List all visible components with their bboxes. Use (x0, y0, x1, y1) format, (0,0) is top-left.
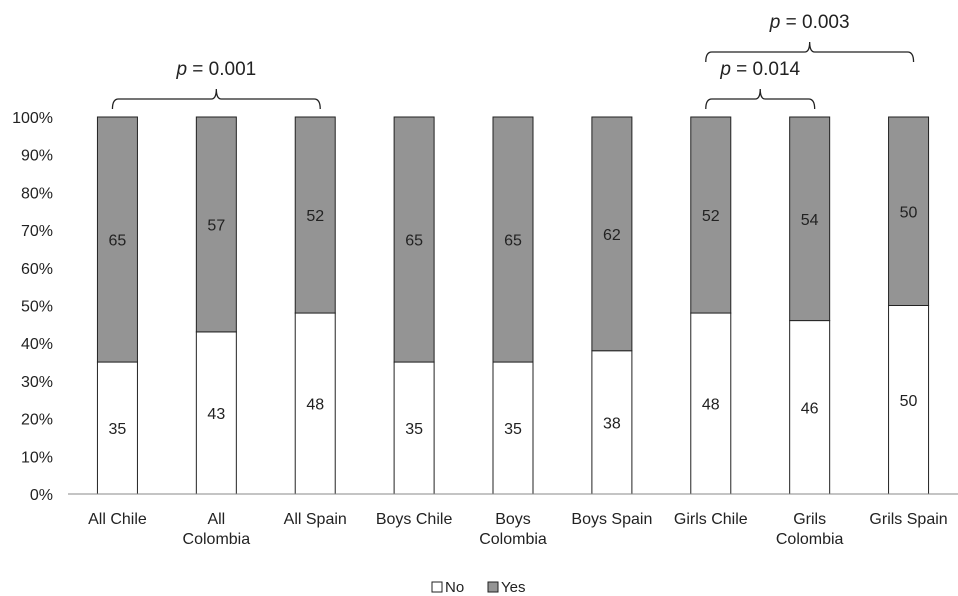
y-tick-label: 90% (21, 148, 53, 165)
p-value-label: p = 0.014 (719, 59, 800, 80)
bar-segment-yes (294, 116, 336, 314)
category-label: Girls Chile (674, 511, 748, 528)
bar-segment-yes (591, 116, 633, 352)
data-label: 48 (306, 397, 324, 414)
data-label: 35 (504, 421, 522, 438)
category-label: Boys Colombia (479, 511, 547, 548)
significance-annotations: p = 0.001 p = 0.014 p = 0.003 (111, 12, 915, 110)
legend-swatch-yes (487, 581, 499, 593)
category-label: All Spain (284, 511, 347, 528)
legend-label-no: No (445, 579, 464, 596)
data-label: 43 (207, 406, 225, 423)
category-label: Boys Chile (376, 511, 453, 528)
category-label: Grils Colombia (776, 511, 844, 548)
significance-bracket (705, 88, 816, 110)
legend-label-yes: Yes (501, 579, 525, 596)
data-label: 65 (504, 233, 522, 250)
y-tick-label: 70% (21, 223, 53, 240)
bar-segment-yes (789, 116, 831, 322)
y-tick-label: 60% (21, 261, 53, 278)
data-label: 52 (306, 208, 324, 225)
data-label: 46 (801, 400, 819, 417)
bar-segment-no (888, 305, 930, 495)
y-tick-label: 50% (21, 299, 53, 316)
data-label: 65 (109, 233, 127, 250)
category-label: All Colombia (183, 511, 251, 548)
y-tick-label: 30% (21, 374, 53, 391)
bar-segment-no (591, 350, 633, 495)
y-tick-label: 80% (21, 185, 53, 202)
data-label: 54 (801, 212, 819, 229)
category-label: All Chile (88, 511, 147, 528)
legend-swatch-no (431, 581, 443, 593)
data-label: 57 (207, 217, 225, 234)
bar-segment-yes (690, 116, 732, 314)
bar-segment-yes (492, 116, 534, 363)
y-tick-label: 0% (30, 487, 53, 504)
bar-segment-yes (96, 116, 138, 363)
bar-segment-yes (393, 116, 435, 363)
data-label: 50 (900, 393, 918, 410)
category-label: Grils Spain (869, 511, 947, 528)
y-tick-label: 10% (21, 449, 53, 466)
y-tick-label: 40% (21, 336, 53, 353)
significance-bracket (111, 88, 321, 110)
p-value-label: p = 0.003 (769, 12, 850, 33)
data-label: 48 (702, 397, 720, 414)
x-axis: All Chile All Colombia All Spain Boys Chile B… (68, 493, 958, 548)
data-label: 52 (702, 208, 720, 225)
legend: No Yes (431, 579, 525, 596)
data-label: 65 (405, 233, 423, 250)
bar-segment-yes (888, 116, 930, 306)
data-label: 38 (603, 415, 621, 432)
data-label: 35 (405, 421, 423, 438)
significance-bracket (705, 41, 915, 63)
data-label: 62 (603, 227, 621, 244)
data-label: 50 (900, 204, 918, 221)
y-tick-label: 20% (21, 412, 53, 429)
bars: 35 65 43 57 48 52 35 65 35 65 38 62 48 52 46 54 50 50 (96, 116, 930, 495)
bar-segment-yes (195, 116, 237, 333)
category-label: Boys Spain (571, 511, 652, 528)
y-axis: 0% 10% 20% 30% 40% 50% 60% 70% 80% 90% 100% (12, 110, 53, 504)
bar-segment-no (96, 361, 138, 495)
y-tick-label: 100% (12, 110, 53, 127)
bar-segment-no (789, 320, 831, 495)
data-label: 35 (109, 421, 127, 438)
p-value-label: p = 0.001 (175, 59, 256, 80)
